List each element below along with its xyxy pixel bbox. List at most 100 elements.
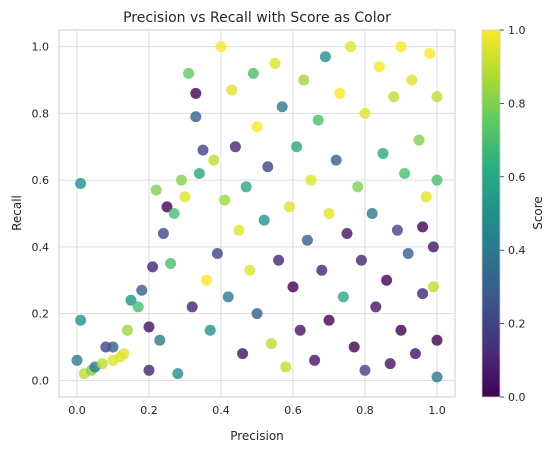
y-tick-label: 0.4	[32, 241, 50, 254]
scatter-point	[258, 214, 270, 226]
y-axis-label: Recall	[10, 195, 24, 231]
scatter-point	[395, 324, 407, 336]
x-tick-label: 0.8	[356, 404, 374, 417]
scatter-point	[309, 354, 321, 366]
grid-lines	[59, 30, 455, 397]
x-tick-label: 0.6	[284, 404, 302, 417]
colorbar-tick-label: 0.4	[508, 244, 526, 257]
colorbar-tick-label: 1.0	[508, 24, 526, 37]
scatter-point	[240, 181, 252, 193]
scatter-point	[154, 334, 166, 346]
scatter-point	[388, 91, 400, 103]
scatter-point	[301, 234, 313, 246]
scatter-point	[345, 41, 357, 53]
scatter-point	[399, 167, 411, 179]
colorbar-tick-label: 0.6	[508, 171, 526, 184]
scatter-point	[132, 301, 144, 313]
scatter-point	[291, 141, 303, 153]
scatter-point	[409, 348, 421, 360]
scatter-point	[283, 201, 295, 213]
y-tick-label: 0.0	[32, 374, 50, 387]
scatter-point	[262, 161, 274, 173]
scatter-point	[359, 364, 371, 376]
scatter-point	[316, 264, 328, 276]
scatter-point	[312, 114, 324, 126]
chart-title: Precision vs Recall with Score as Color	[123, 10, 391, 26]
x-tick-label: 1.0	[428, 404, 446, 417]
scatter-point	[269, 57, 281, 69]
scatter-point	[143, 364, 155, 376]
data-points	[71, 41, 443, 383]
y-axis-ticks: 0.0 0.2 0.4 0.6 0.8 1.0	[32, 41, 50, 388]
scatter-point	[125, 294, 137, 306]
scatter-point	[219, 194, 231, 206]
scatter-point	[359, 107, 371, 119]
scatter-point	[431, 91, 443, 103]
scatter-point	[251, 308, 263, 320]
y-tick-label: 0.6	[32, 174, 50, 187]
scatter-point	[402, 248, 414, 260]
scatter-point	[183, 67, 195, 79]
scatter-point	[370, 301, 382, 313]
scatter-point	[229, 141, 241, 153]
scatter-point	[391, 224, 403, 236]
scatter-point	[384, 358, 396, 370]
scatter-point	[121, 324, 133, 336]
scatter-point	[71, 354, 83, 366]
scatter-point	[222, 291, 234, 303]
scatter-point	[431, 334, 443, 346]
scatter-point	[413, 134, 425, 146]
scatter-point	[352, 181, 364, 193]
scatter-point	[201, 274, 213, 286]
scatter-point	[172, 368, 184, 380]
colorbar-tick-label: 0.2	[508, 318, 526, 331]
scatter-point	[175, 174, 187, 186]
x-tick-label: 0.0	[68, 404, 86, 417]
scatter-point	[323, 314, 335, 326]
x-axis-ticks: 0.0 0.2 0.4 0.6 0.8 1.0	[68, 404, 446, 417]
scatter-point	[226, 84, 238, 96]
x-tick-label: 0.4	[212, 404, 230, 417]
colorbar	[481, 29, 501, 398]
scatter-point	[161, 201, 173, 213]
scatter-point	[193, 167, 205, 179]
scatter-point	[190, 87, 202, 99]
scatter-point	[247, 67, 259, 79]
scatter-point	[265, 338, 277, 350]
scatter-point	[427, 241, 439, 253]
scatter-point	[211, 248, 223, 260]
scatter-point	[417, 221, 429, 233]
colorbar-ticks: 0.0 0.2 0.4 0.6 0.8 1.0	[500, 24, 526, 404]
y-tick-label: 0.2	[32, 308, 50, 321]
scatter-point	[150, 184, 162, 196]
scatter-point	[75, 177, 87, 189]
scatter-point	[75, 314, 87, 326]
scatter-point	[381, 274, 393, 286]
scatter-point	[431, 174, 443, 186]
scatter-point	[251, 121, 263, 133]
y-tick-label: 1.0	[32, 41, 50, 54]
scatter-point	[107, 341, 119, 353]
scatter-point	[237, 348, 249, 360]
scatter-point	[233, 224, 245, 236]
scatter-point	[215, 41, 227, 53]
scatter-point	[319, 51, 331, 63]
scatter-point	[431, 371, 443, 383]
scatter-point	[287, 281, 299, 293]
colorbar-tick-label: 0.8	[508, 97, 526, 110]
scatter-point	[96, 358, 108, 370]
scatter-point	[157, 228, 169, 240]
scatter-point	[406, 74, 418, 86]
scatter-point	[197, 144, 209, 156]
scatter-point	[417, 288, 429, 300]
scatter-point	[427, 281, 439, 293]
scatter-point	[298, 74, 310, 86]
scatter-point	[186, 301, 198, 313]
scatter-point	[420, 191, 432, 203]
scatter-point	[165, 258, 177, 270]
scatter-point	[204, 324, 216, 336]
plot-area	[58, 29, 456, 398]
scatter-point	[395, 41, 407, 53]
